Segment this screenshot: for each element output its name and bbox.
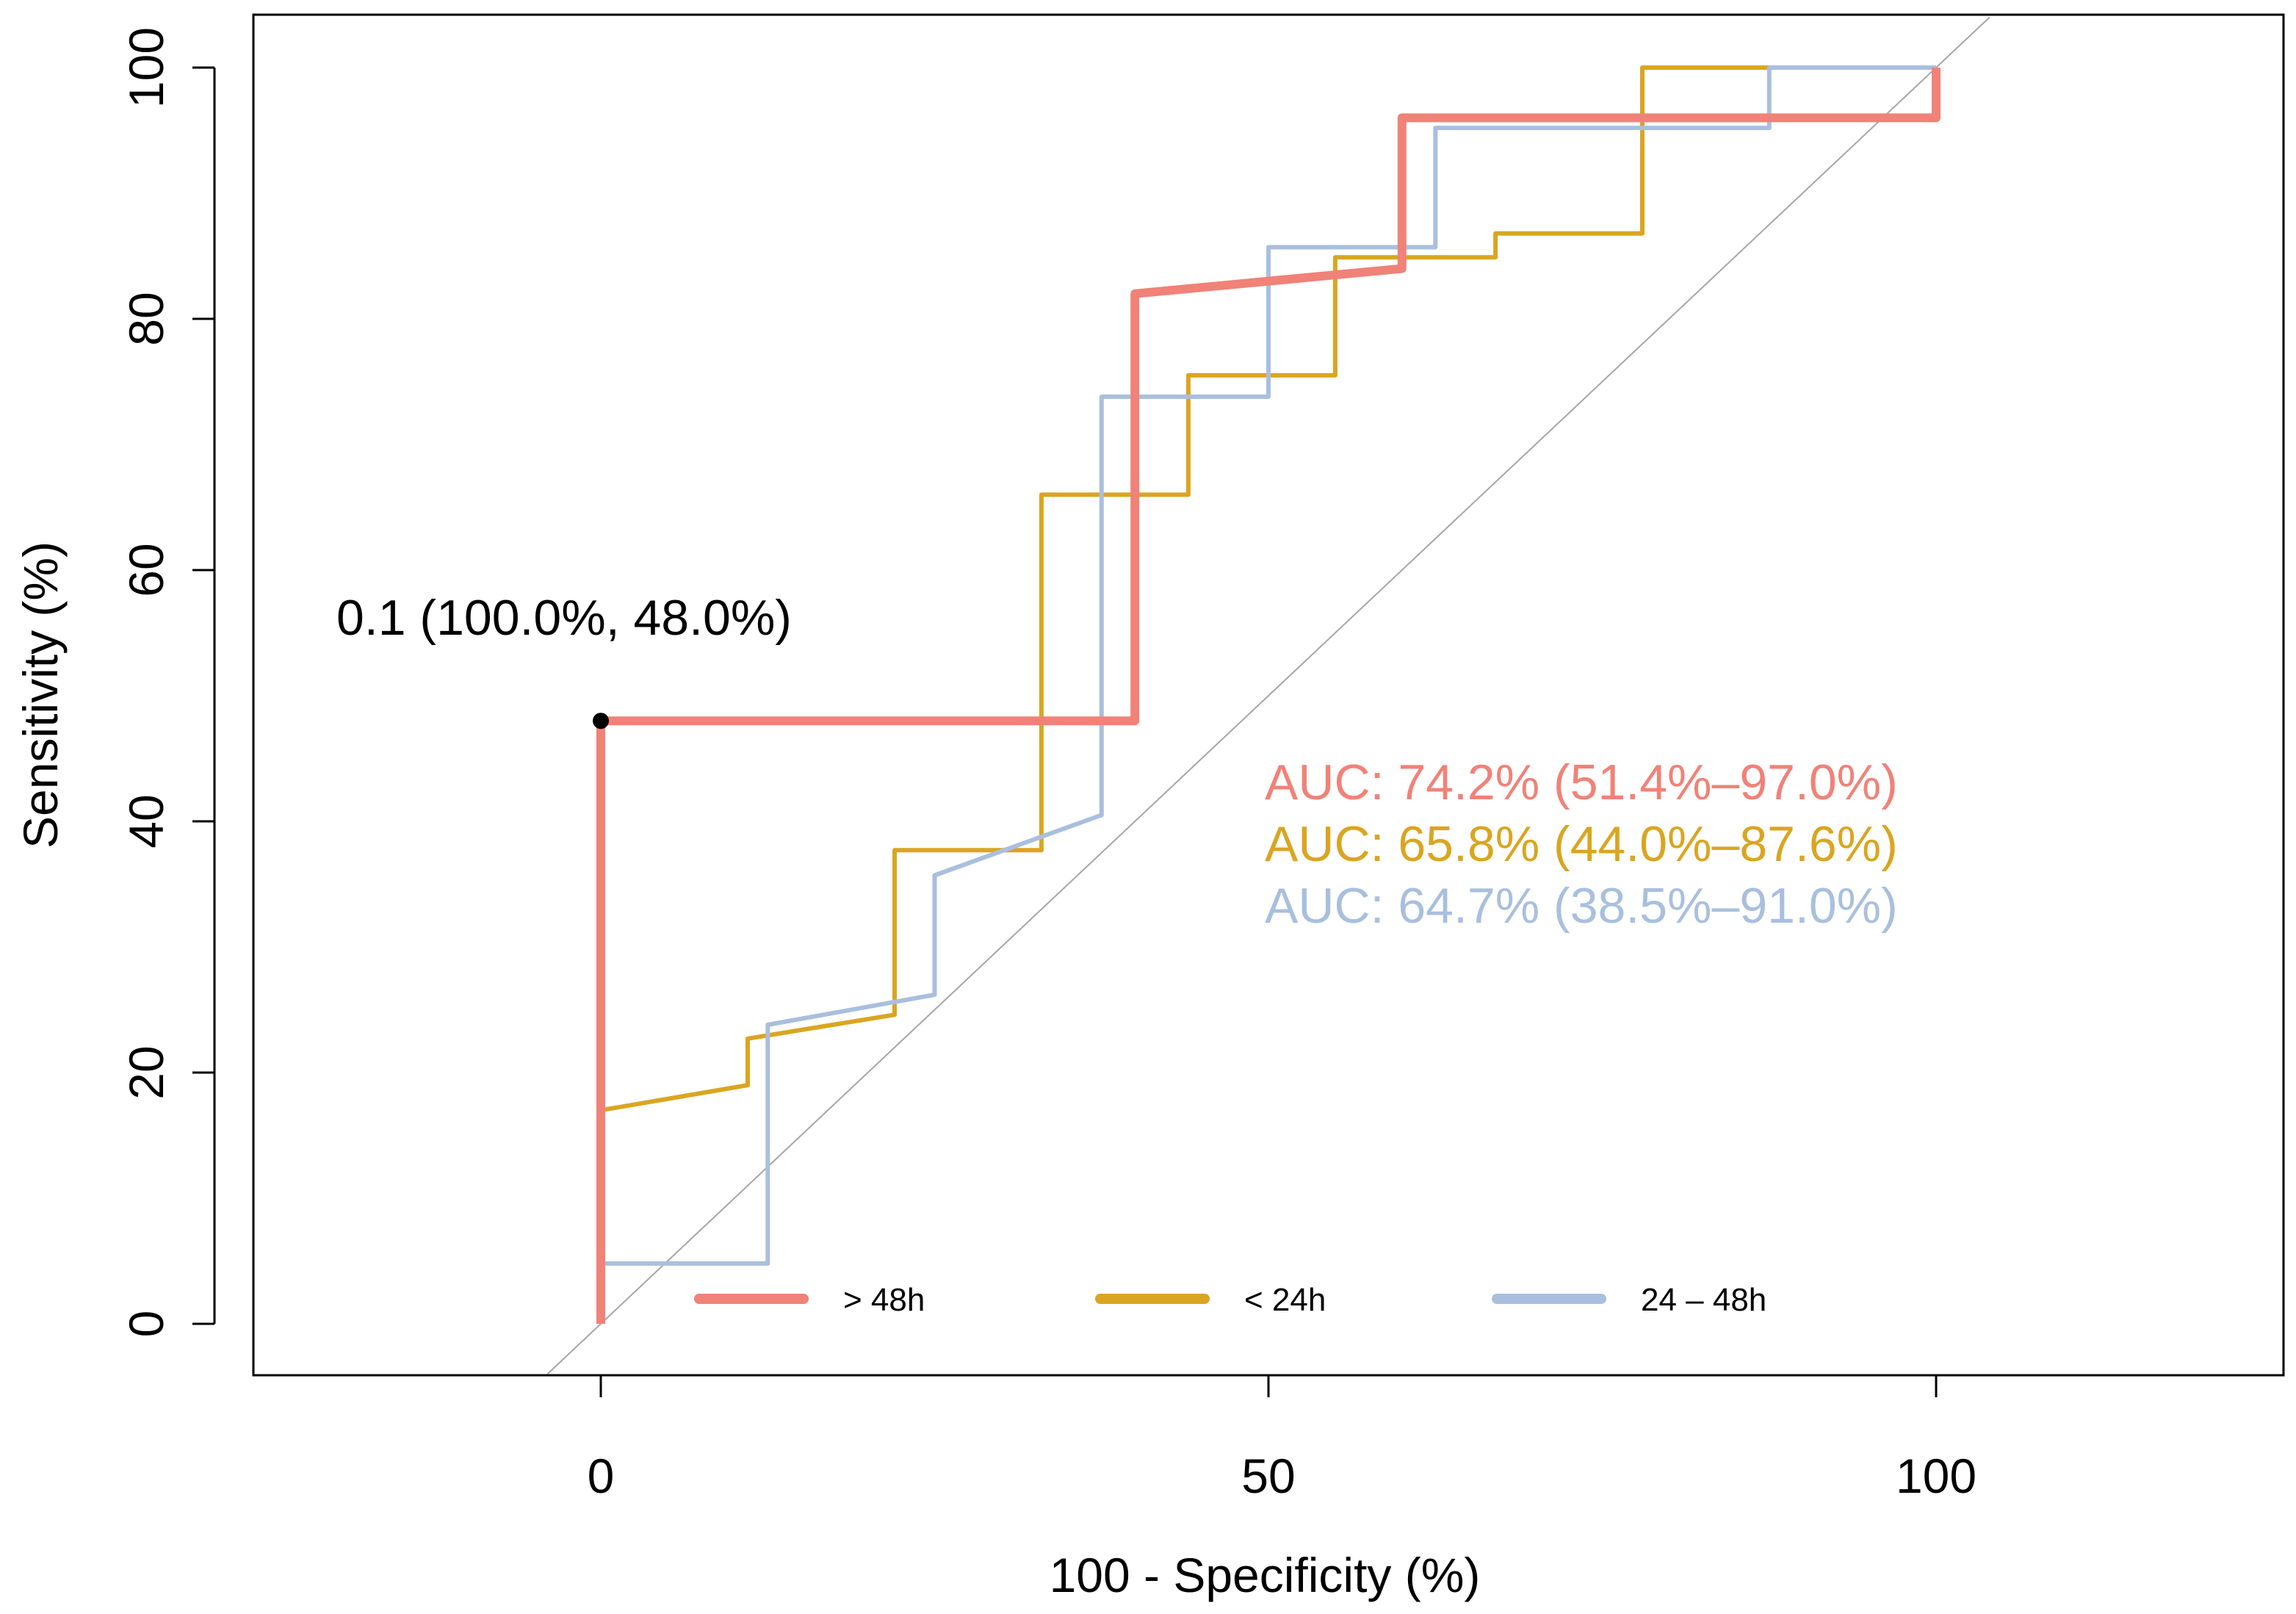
threshold-point	[593, 713, 609, 729]
x-axis-label: 100 - Specificity (%)	[1050, 1548, 1481, 1602]
y-tick-label: 60	[119, 543, 173, 597]
x-tick-label: 50	[1241, 1449, 1295, 1503]
legend-label: < 24h	[1244, 1282, 1326, 1318]
y-axis-label: Sensitivity (%)	[13, 541, 68, 849]
auc-label: AUC: 64.7% (38.5%–91.0%)	[1265, 878, 1898, 934]
axes: 0 20 40 60 80 100 0 50 100	[119, 27, 1976, 1503]
y-tick-label: 20	[119, 1045, 173, 1099]
auc-label: AUC: 74.2% (51.4%–97.0%)	[1265, 754, 1898, 810]
legend-label: > 48h	[843, 1282, 925, 1318]
roc-curve-1	[599, 65, 1936, 1324]
threshold-point-group: 0.1 (100.0%, 48.0%)	[336, 590, 792, 729]
x-tick-label: 0	[588, 1449, 615, 1503]
roc-curves	[596, 65, 1941, 1324]
y-tick-label: 100	[119, 27, 173, 108]
y-tick-label: 80	[119, 292, 173, 345]
roc-curve-3	[596, 68, 1941, 1324]
auc-labels: AUC: 74.2% (51.4%–97.0%) AUC: 65.8% (44.0…	[1265, 754, 1898, 934]
auc-label: AUC: 65.8% (44.0%–87.6%)	[1265, 816, 1898, 872]
y-tick-label: 40	[119, 794, 173, 848]
roc-curve-2	[599, 65, 1936, 1324]
threshold-point-label: 0.1 (100.0%, 48.0%)	[336, 590, 792, 646]
x-tick-label: 100	[1896, 1449, 1976, 1503]
legend-label: 24 – 48h	[1641, 1282, 1766, 1318]
reference-diagonal	[546, 16, 1990, 1375]
legend: > 48h < 24h 24 – 48h	[694, 1282, 1766, 1318]
y-tick-label: 0	[119, 1311, 173, 1338]
diagonal-line	[546, 16, 1990, 1375]
